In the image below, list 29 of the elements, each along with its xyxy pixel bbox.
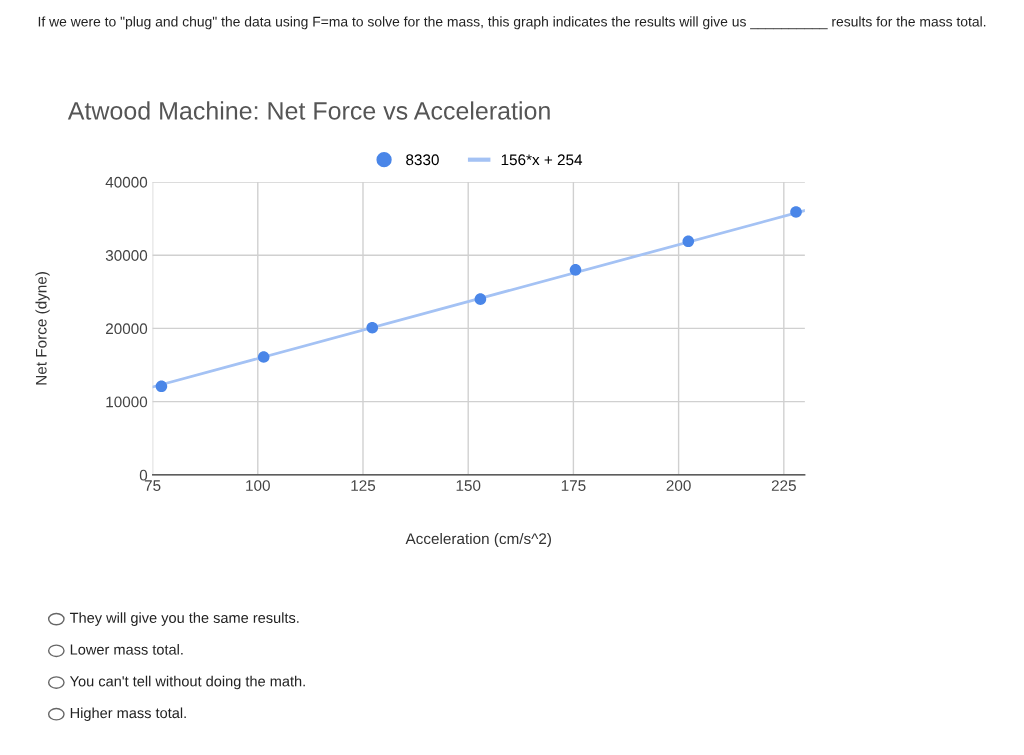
x-tick-label: 200 — [666, 480, 691, 491]
point — [155, 380, 168, 393]
text: Higher mass total. — [70, 707, 186, 722]
x-tick-label: 150 — [456, 480, 481, 491]
y-tick-label: 10000 — [106, 396, 148, 408]
chart-title: Atwood Machine: Net Force vs Acceleration — [67, 101, 550, 120]
y-tick-label: 0 — [139, 469, 148, 481]
point — [682, 235, 695, 248]
x-tick-label: 100 — [246, 480, 270, 491]
point — [366, 321, 379, 334]
legend-label: 8330 — [406, 154, 439, 166]
text: You can't tell without doing the math. — [69, 675, 305, 690]
legend-label: 156*x + 254 — [501, 154, 583, 166]
y-tick-label: 30000 — [105, 250, 148, 261]
point — [569, 264, 582, 276]
point — [257, 351, 270, 363]
x-tick-label: 75 — [144, 480, 161, 491]
text: They will give you the same results. — [69, 612, 299, 626]
x-tick-label: 225 — [771, 480, 796, 491]
text: Lower mass total. — [70, 644, 183, 655]
point — [790, 206, 802, 218]
y-tick-label: 20000 — [106, 323, 148, 335]
x-tick-label: 125 — [351, 480, 376, 491]
x-axis-title: Acceleration (cm/s^2) — [405, 532, 551, 548]
x-tick-label: 175 — [561, 480, 586, 491]
text: If we were to "plug and chug" the data using F=ma to solve for the mass, this graph indicates the results will give us __________ results for the mass total. — [38, 16, 986, 30]
y-tick-label: 40000 — [105, 176, 148, 188]
y-axis-title: Net Force (dyne) — [35, 272, 50, 385]
point — [474, 293, 487, 305]
